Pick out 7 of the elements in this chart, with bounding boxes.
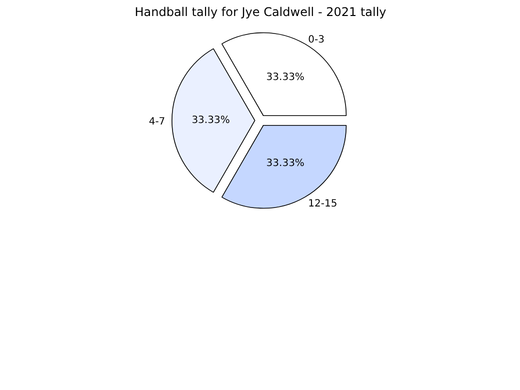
chart-title: Handball tally for Jye Caldwell - 2021 tally — [134, 4, 386, 19]
slice-label: 12-15 — [308, 198, 338, 210]
slice-label: 4-7 — [148, 116, 166, 128]
data-label: 33.33% — [266, 72, 304, 84]
data-label: 33.33% — [266, 158, 304, 169]
slice-label: 0-3 — [308, 34, 325, 46]
data-label: 33.33% — [192, 115, 230, 126]
